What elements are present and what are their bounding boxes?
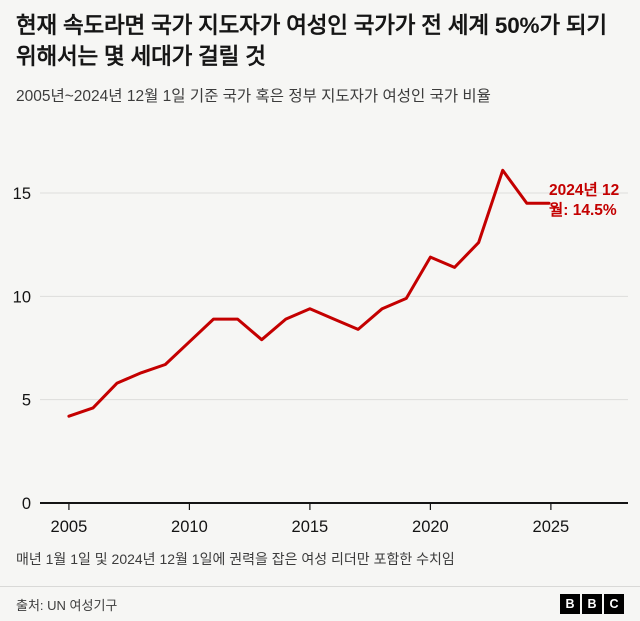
chart-subtitle: 2005년~2024년 12월 1일 기준 국가 혹은 정부 지도자가 여성인 … <box>16 88 491 105</box>
source-text: 출처: UN 여성기구 <box>16 597 118 613</box>
x-axis-tick-label: 2025 <box>533 518 570 536</box>
y-axis-tick-label: 0 <box>22 495 31 513</box>
chart-footnote: 매년 1월 1일 및 2024년 12월 1일에 권력을 잡은 여성 리더만 포… <box>16 551 455 567</box>
footer-divider <box>0 586 640 587</box>
line-chart: 0 5 10 15 2005 2010 2015 2020 2025 2024년 12월: 14… <box>0 148 640 542</box>
bbc-logo-letter: C <box>604 594 624 614</box>
x-axis-tick-label: 2010 <box>171 518 208 536</box>
page-title: 현재 속도라면 국가 지도자가 여성인 국가가 전 세계 50%가 되기 위해서… <box>16 13 607 69</box>
bbc-logo-letter: B <box>582 594 602 614</box>
x-axis-tick-label: 2020 <box>412 518 449 536</box>
x-axis-tick-label: 2015 <box>292 518 329 536</box>
x-axis-tick-label: 2005 <box>51 518 88 536</box>
data-line-series <box>67 168 551 418</box>
bbc-logo: B B C <box>560 594 624 614</box>
bbc-logo-letter: B <box>560 594 580 614</box>
y-axis-tick-label: 15 <box>13 185 31 203</box>
footer-bar: 출처: UN 여성기구 B B C <box>16 587 624 621</box>
chart-canvas: 0 5 10 15 2005 2010 2015 2020 2025 <box>13 168 628 536</box>
annotation-latest-value: 2024년 12월: 14.5% <box>549 182 620 219</box>
y-axis-tick-label: 10 <box>13 288 31 306</box>
y-axis-tick-label: 5 <box>22 392 31 410</box>
